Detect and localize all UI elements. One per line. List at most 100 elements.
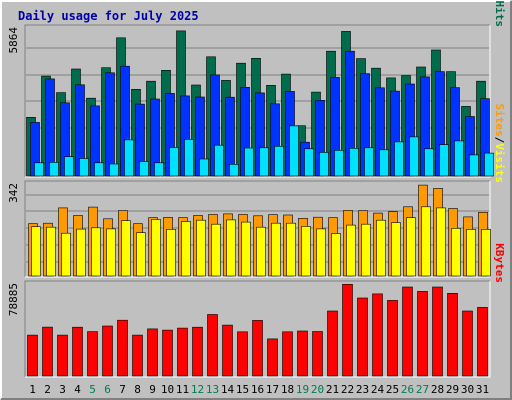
x-label-day-24: 24: [371, 383, 385, 396]
legend-entry: /: [493, 137, 506, 144]
bar-kbytes-day-28: [432, 286, 443, 377]
bar-pages-day-10: [169, 147, 179, 177]
bar-sites-day-21: [331, 233, 341, 277]
x-label-day-28: 28: [431, 383, 444, 396]
bar-sites-day-31: [481, 229, 491, 277]
bar-sites-day-7: [121, 220, 131, 277]
bar-pages-day-3: [64, 156, 74, 177]
bar-pages-day-2: [49, 162, 59, 177]
x-axis-labels: 1 2 3 4 5 6 7 8 9 10 11 12 13 14 15 16 17 18 19 20 21 22 23 24 2…: [29, 383, 489, 396]
bar-sites-day-18: [286, 222, 296, 277]
bar-kbytes-day-30: [462, 310, 473, 377]
bar-sites-day-22: [346, 224, 356, 277]
bar-sites-day-13: [211, 223, 221, 277]
x-label-day-9: 9: [149, 383, 156, 396]
bar-kbytes-day-3: [57, 334, 68, 377]
bar-sites-day-16: [256, 226, 266, 277]
bar-kbytes-day-8: [132, 334, 143, 377]
bar-sites-day-30: [466, 229, 476, 277]
bar-sites-day-4: [76, 228, 86, 277]
bar-pages-day-9: [154, 162, 164, 177]
bar-pages-day-16: [259, 147, 269, 177]
bar-kbytes-day-25: [387, 300, 398, 377]
x-label-day-3: 3: [59, 383, 66, 396]
bar-kbytes-day-6: [102, 325, 113, 377]
bar-pages-day-15: [244, 147, 254, 177]
bar-kbytes-day-11: [177, 327, 188, 377]
bar-pages-day-4: [79, 158, 89, 177]
x-label-day-4: 4: [74, 383, 81, 396]
bar-kbytes-day-14: [222, 324, 233, 377]
x-label-day-27: 27: [416, 383, 429, 396]
bar-kbytes-day-19: [297, 330, 308, 377]
x-label-day-6: 6: [104, 383, 111, 396]
x-label-day-11: 11: [176, 383, 189, 396]
x-label-day-17: 17: [266, 383, 279, 396]
x-label-day-23: 23: [356, 383, 369, 396]
x-label-day-15: 15: [236, 383, 249, 396]
bar-sites-day-24: [376, 219, 386, 277]
legend-entry: KBytes: [493, 243, 506, 283]
bar-pages-day-26: [409, 136, 419, 177]
bars: [28, 184, 491, 277]
bar-pages-day-1: [34, 162, 44, 177]
bar-pages-day-11: [184, 139, 194, 177]
x-label-day-26: 26: [401, 383, 414, 396]
x-label-day-13: 13: [206, 383, 219, 396]
bar-sites-day-27: [421, 206, 431, 277]
kbytes-panel: 78885 KBytes: [7, 243, 506, 378]
bar-kbytes-day-7: [117, 319, 128, 377]
bar-kbytes-day-2: [42, 326, 53, 377]
bar-sites-day-12: [196, 219, 206, 277]
bar-sites-day-25: [391, 222, 401, 277]
bar-sites-day-11: [181, 221, 191, 277]
bar-kbytes-day-29: [447, 292, 458, 377]
legend-entry: Sites: [493, 104, 506, 137]
hits-files-pages-panel: 5864 Pages/Files/Hits: [7, 0, 506, 178]
x-label-day-29: 29: [446, 383, 459, 396]
bar-kbytes-day-12: [192, 326, 203, 377]
bar-pages-day-12: [199, 158, 209, 177]
y-max-label: 5864: [7, 27, 20, 54]
bar-kbytes-day-22: [342, 283, 353, 377]
y-max-label: 342: [7, 183, 20, 203]
bar-sites-day-20: [316, 228, 326, 277]
bar-pages-day-30: [469, 154, 479, 177]
x-label-day-20: 20: [311, 383, 324, 396]
x-label-day-30: 30: [461, 383, 474, 396]
bar-kbytes-day-10: [162, 329, 173, 377]
bar-kbytes-day-5: [87, 331, 98, 377]
bar-sites-day-29: [451, 228, 461, 277]
x-label-day-31: 31: [476, 383, 489, 396]
bar-kbytes-day-24: [372, 293, 383, 377]
bar-kbytes-day-26: [402, 286, 413, 377]
x-label-day-25: 25: [386, 383, 399, 396]
bar-kbytes-day-17: [267, 338, 278, 377]
bar-files-day-2: [45, 78, 55, 177]
x-label-day-12: 12: [191, 383, 204, 396]
bar-kbytes-day-1: [27, 334, 38, 377]
bar-files-day-6: [105, 72, 115, 177]
bar-pages-day-17: [274, 146, 284, 177]
sites-visits-panel: 342 Sites/Visits: [7, 104, 506, 278]
legend: Sites/Visits: [493, 104, 506, 184]
x-label-day-16: 16: [251, 383, 264, 396]
bar-kbytes-day-23: [357, 297, 368, 377]
bar-kbytes-day-31: [477, 307, 488, 377]
bar-sites-day-1: [31, 226, 41, 277]
bar-pages-day-6: [109, 163, 119, 177]
bar-pages-day-5: [94, 162, 104, 177]
bar-kbytes-day-9: [147, 328, 158, 377]
bar-kbytes-day-21: [327, 310, 338, 377]
bar-pages-day-14: [229, 164, 239, 177]
legend: KBytes: [493, 243, 506, 283]
bar-pages-day-7: [124, 139, 134, 177]
chart-title: Daily usage for July 2025: [18, 9, 199, 23]
legend-entry: Visits: [493, 143, 506, 183]
bar-sites-day-5: [91, 227, 101, 277]
x-label-day-22: 22: [341, 383, 354, 396]
bar-pages-day-28: [439, 144, 449, 177]
bar-sites-day-9: [151, 219, 161, 277]
bar-sites-day-8: [136, 232, 146, 277]
